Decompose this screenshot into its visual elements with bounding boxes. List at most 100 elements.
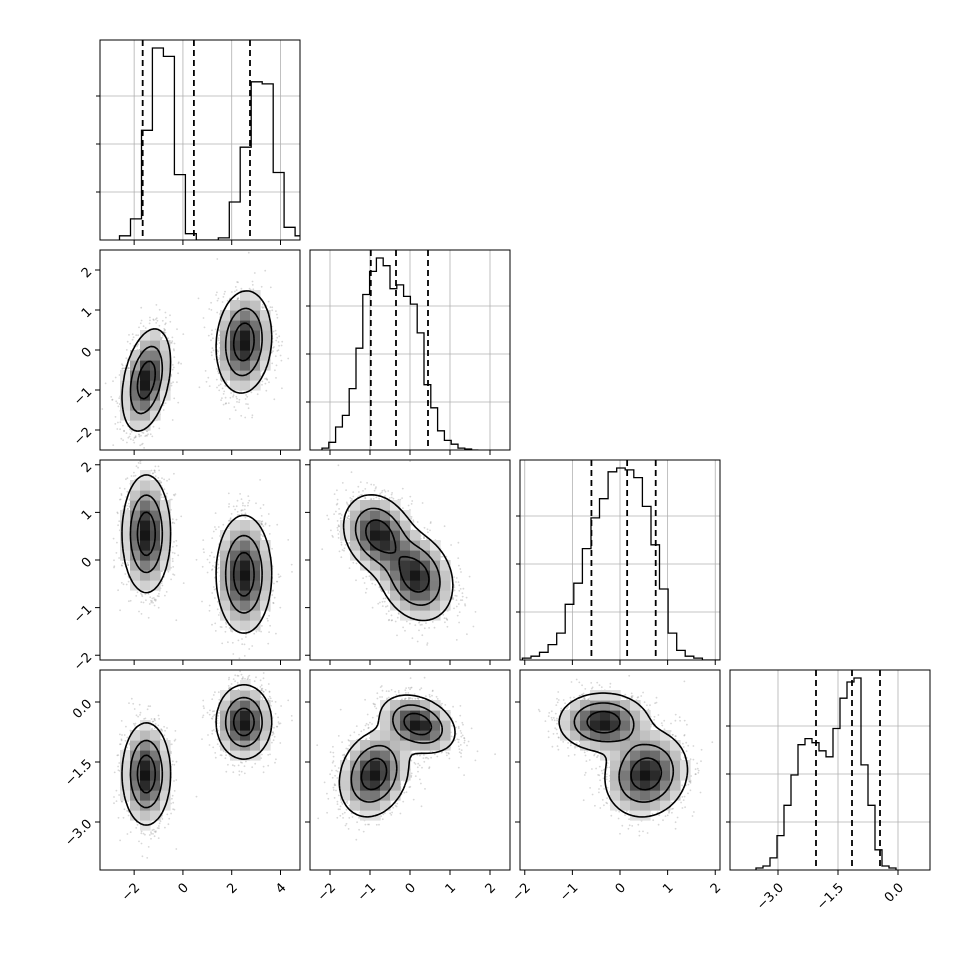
scatter-point — [247, 495, 250, 497]
scatter-point — [231, 291, 233, 293]
scatter-point — [137, 462, 140, 464]
scatter-point — [268, 631, 270, 633]
scatter-point — [171, 560, 174, 563]
scatter-point — [236, 397, 238, 400]
scatter-point — [256, 393, 259, 396]
scatter-point — [167, 337, 169, 340]
scatter-point — [255, 630, 258, 633]
scatter-point — [129, 433, 132, 435]
scatter-point — [139, 322, 142, 325]
scatter-point — [240, 498, 243, 500]
scatter-point — [174, 493, 177, 495]
scatter-point — [236, 514, 239, 516]
scatter-point — [182, 582, 185, 584]
scatter-point — [148, 322, 151, 325]
scatter-point — [251, 280, 254, 283]
scatter-point — [275, 339, 278, 342]
scatter-point — [118, 374, 121, 376]
scatter-point — [205, 380, 208, 383]
scatter-point — [119, 498, 121, 501]
scatter-point — [162, 409, 165, 411]
scatter-point — [267, 300, 270, 303]
scatter-point — [116, 512, 119, 515]
scatter-point — [215, 378, 218, 381]
scatter-point — [158, 595, 160, 598]
scatter-point — [237, 281, 239, 284]
scatter-point — [176, 381, 178, 384]
scatter-point — [247, 407, 250, 410]
scatter-point — [229, 396, 232, 399]
scatter-point — [260, 515, 263, 517]
scatter-point — [171, 522, 174, 524]
density-cell — [250, 330, 261, 341]
scatter-point — [218, 329, 221, 331]
scatter-point — [132, 439, 135, 441]
scatter-point — [127, 600, 130, 603]
scatter-point — [145, 599, 147, 601]
scatter-point — [161, 584, 164, 587]
scatter-point — [274, 369, 276, 372]
scatter-point — [147, 616, 150, 619]
scatter-point — [232, 394, 235, 397]
hist-panel-3 — [726, 669, 931, 875]
scatter-point — [162, 496, 165, 499]
scatter-point — [158, 324, 161, 327]
scatter-point — [171, 340, 174, 343]
scatter-point — [122, 583, 125, 586]
density-cell — [130, 380, 141, 391]
scatter-point — [264, 378, 266, 380]
scatter-point — [225, 381, 228, 384]
scatter-point — [165, 591, 168, 593]
scatter-point — [129, 457, 131, 459]
scatter-point — [175, 544, 178, 547]
scatter-point — [151, 435, 154, 438]
density-cell — [250, 370, 261, 381]
scatter-point — [276, 350, 279, 352]
scatter-point — [155, 317, 158, 319]
scatter-point — [173, 574, 176, 576]
scatter-point — [135, 334, 138, 337]
scatter-point — [160, 337, 163, 339]
density-cell — [140, 340, 151, 351]
scatter-point — [160, 494, 163, 496]
scatter-point — [139, 462, 142, 465]
scatter-point — [207, 334, 210, 337]
scatter-point — [224, 396, 227, 399]
scatter-point — [207, 376, 210, 379]
density-cell — [260, 350, 271, 361]
scatter-point — [172, 545, 174, 548]
scatter-point — [137, 334, 140, 337]
scatter-point — [208, 308, 211, 310]
scatter-point — [264, 382, 267, 385]
scatter-point — [222, 393, 225, 395]
scatter-point — [126, 340, 129, 343]
scatter-point — [135, 465, 138, 468]
scatter-point — [121, 367, 124, 370]
scatter-point — [112, 380, 114, 383]
density-cell — [160, 380, 171, 391]
scatter-point — [157, 477, 160, 479]
density-cell — [140, 400, 151, 411]
scatter-point — [261, 307, 264, 309]
density-cell — [140, 390, 151, 401]
scatter-point — [212, 349, 215, 352]
scatter-point — [113, 565, 116, 568]
scatter-point — [203, 326, 206, 329]
scatter-point — [123, 487, 126, 490]
density-cell — [240, 360, 251, 371]
scatter-point — [140, 319, 143, 322]
scatter-point — [214, 566, 216, 568]
scatter-point — [253, 632, 256, 635]
hist-panel-0 — [96, 39, 301, 245]
histogram-line — [118, 47, 300, 240]
scatter-point — [177, 361, 180, 364]
scatter-point — [274, 329, 277, 332]
density-cell — [130, 400, 141, 411]
scatter-point — [163, 478, 166, 481]
scatter-point — [170, 342, 173, 344]
scatter-point — [152, 472, 155, 475]
scatter-point — [123, 430, 125, 433]
scatter-point — [136, 344, 139, 347]
scatter-point — [221, 397, 223, 399]
density-cell — [160, 340, 171, 351]
